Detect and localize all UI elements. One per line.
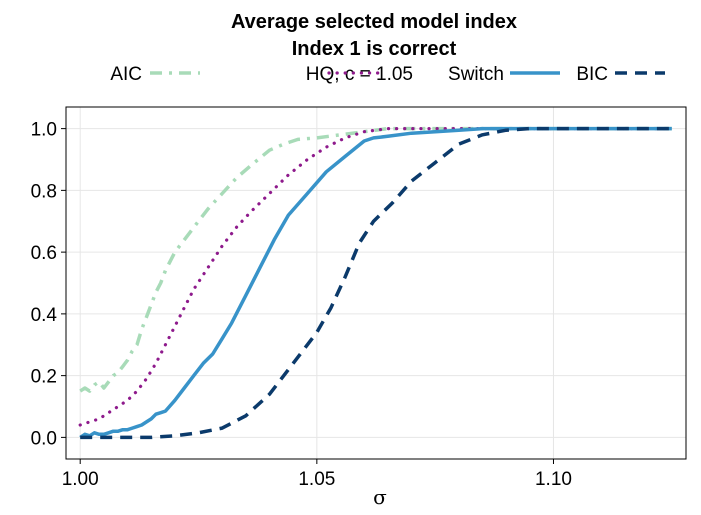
y-tick-label: 0.6 <box>31 243 57 264</box>
legend-label: Switch <box>448 64 504 85</box>
series-line-hq-c-1-05 <box>78 127 674 427</box>
x-axis-label: σ <box>373 485 387 509</box>
y-tick-label: 0.4 <box>31 305 58 326</box>
legend-label: HQ, c = 1.05 <box>306 64 413 85</box>
grid <box>66 107 686 459</box>
series-layer <box>78 126 674 440</box>
chart-subtitle: Index 1 is correct <box>292 38 457 60</box>
series-line-aic <box>79 126 672 393</box>
y-axis: 0.0 0.2 0.4 0.6 0.8 1.0 <box>31 120 66 449</box>
legend: AIC HQ, c = 1.05 Switch BIC <box>110 64 665 85</box>
chart-title: Average selected model index <box>231 11 517 33</box>
x-tick-label: 1.00 <box>62 469 99 490</box>
legend-label: AIC <box>110 64 142 85</box>
y-tick-label: 0.8 <box>31 181 57 202</box>
y-tick-label: 0.2 <box>31 367 57 388</box>
y-tick-label: 0.0 <box>31 428 57 449</box>
series-line-switch <box>79 126 672 439</box>
x-axis: 1.00 1.05 1.10 <box>62 459 572 490</box>
plot-area: 1.00 1.05 1.10 0.0 0.2 0.4 0.6 0.8 1.0 <box>31 106 687 490</box>
y-tick-label: 1.0 <box>31 120 57 141</box>
x-tick-label: 1.10 <box>535 469 572 490</box>
series-line-bic <box>80 126 672 440</box>
legend-label: BIC <box>576 64 608 85</box>
x-tick-label: 1.05 <box>298 469 335 490</box>
plot-frame <box>65 106 687 460</box>
